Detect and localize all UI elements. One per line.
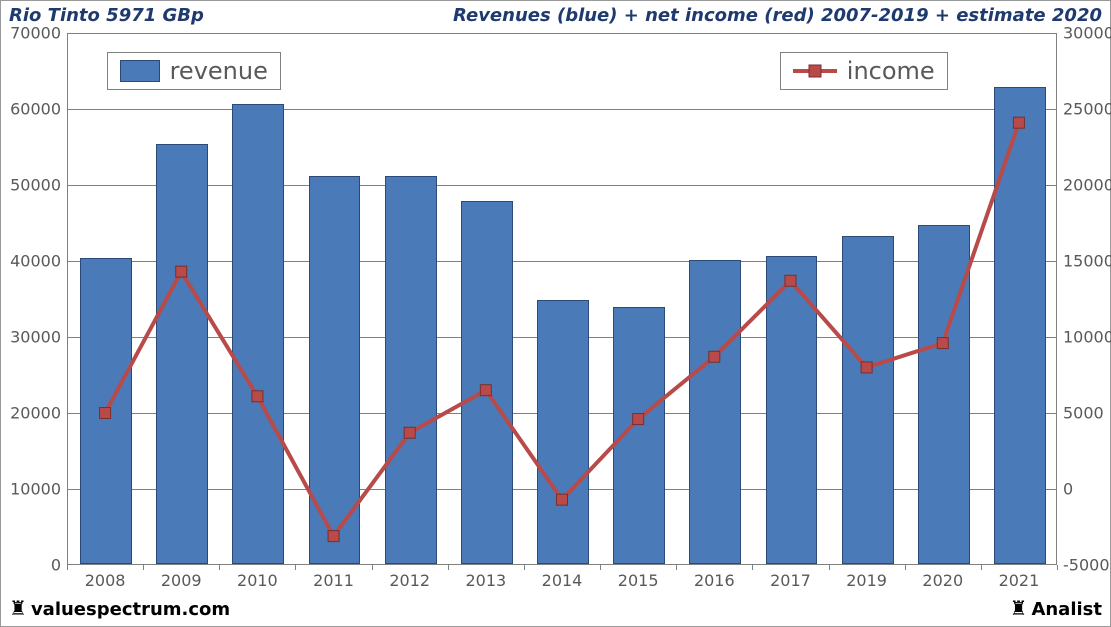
x-tick-label: 2019 (846, 571, 887, 590)
footer-brand: ♜Analist (1010, 598, 1103, 620)
income-marker (633, 414, 644, 425)
chart-plot-area: 010000200003000040000500006000070000-500… (67, 33, 1057, 565)
legend-label: income (847, 57, 935, 85)
x-tick-label: 2011 (313, 571, 354, 590)
income-marker (100, 408, 111, 419)
x-tick (981, 565, 982, 570)
x-tick (143, 565, 144, 570)
x-tick (524, 565, 525, 570)
income-marker (861, 362, 872, 373)
x-tick-label: 2013 (465, 571, 506, 590)
x-tick (600, 565, 601, 570)
income-marker (557, 494, 568, 505)
x-tick (448, 565, 449, 570)
income-marker (328, 531, 339, 542)
y-right-tick-label: -5000 (1063, 556, 1110, 575)
y-left-tick-label: 20000 (10, 404, 61, 423)
x-tick-label: 2010 (237, 571, 278, 590)
income-line-layer (67, 33, 1057, 565)
legend-label: revenue (170, 57, 268, 85)
income-marker (1013, 117, 1024, 128)
x-tick (372, 565, 373, 570)
y-left-tick-label: 50000 (10, 176, 61, 195)
y-left-tick-label: 10000 (10, 480, 61, 499)
x-tick-label: 2016 (694, 571, 735, 590)
y-right-tick-label: 0 (1063, 480, 1073, 499)
x-tick (829, 565, 830, 570)
y-left-tick-label: 70000 (10, 24, 61, 43)
x-tick-label: 2014 (542, 571, 583, 590)
rook-icon: ♜ (9, 598, 27, 618)
legend-income: income (780, 52, 948, 90)
y-right-tick-label: 15000 (1063, 252, 1111, 271)
footer-source-text: valuespectrum.com (31, 599, 230, 620)
footer-brand-text: Analist (1031, 599, 1102, 620)
income-marker (709, 351, 720, 362)
chart-footer: ♜valuespectrum.com ♜Analist (9, 594, 1102, 624)
income-marker (252, 391, 263, 402)
income-marker (404, 427, 415, 438)
y-left-tick-label: 40000 (10, 252, 61, 271)
x-tick-label: 2020 (922, 571, 963, 590)
x-tick (1057, 565, 1058, 570)
chart-header: Rio Tinto 5971 GBp Revenues (blue) + net… (9, 3, 1102, 27)
legend-revenue: revenue (107, 52, 281, 90)
y-right-tick-label: 30000 (1063, 24, 1111, 43)
y-left-tick-label: 60000 (10, 100, 61, 119)
income-line (105, 123, 1019, 536)
y-right-tick-label: 10000 (1063, 328, 1111, 347)
x-tick-label: 2021 (999, 571, 1040, 590)
y-right-tick-label: 25000 (1063, 100, 1111, 119)
income-marker (480, 385, 491, 396)
x-tick (67, 565, 68, 570)
y-left-tick-label: 0 (51, 556, 61, 575)
x-tick (295, 565, 296, 570)
y-right-tick-label: 5000 (1063, 404, 1104, 423)
chart-title-left: Rio Tinto 5971 GBp (9, 5, 204, 26)
x-tick-label: 2015 (618, 571, 659, 590)
x-tick (676, 565, 677, 570)
legend-swatch-bar (120, 60, 160, 82)
x-tick (905, 565, 906, 570)
footer-source: ♜valuespectrum.com (9, 598, 230, 620)
income-marker (176, 266, 187, 277)
rook-icon: ♜ (1010, 598, 1028, 618)
x-tick-label: 2008 (85, 571, 126, 590)
x-tick-label: 2017 (770, 571, 811, 590)
x-tick-label: 2012 (389, 571, 430, 590)
income-marker (937, 338, 948, 349)
chart-title-right: Revenues (blue) + net income (red) 2007-… (453, 5, 1102, 26)
x-tick (752, 565, 753, 570)
y-right-tick-label: 20000 (1063, 176, 1111, 195)
y-left-tick-label: 30000 (10, 328, 61, 347)
legend-swatch-line (793, 69, 837, 73)
income-marker (785, 275, 796, 286)
x-tick (219, 565, 220, 570)
chart-card: Rio Tinto 5971 GBp Revenues (blue) + net… (0, 0, 1111, 627)
x-tick-label: 2009 (161, 571, 202, 590)
